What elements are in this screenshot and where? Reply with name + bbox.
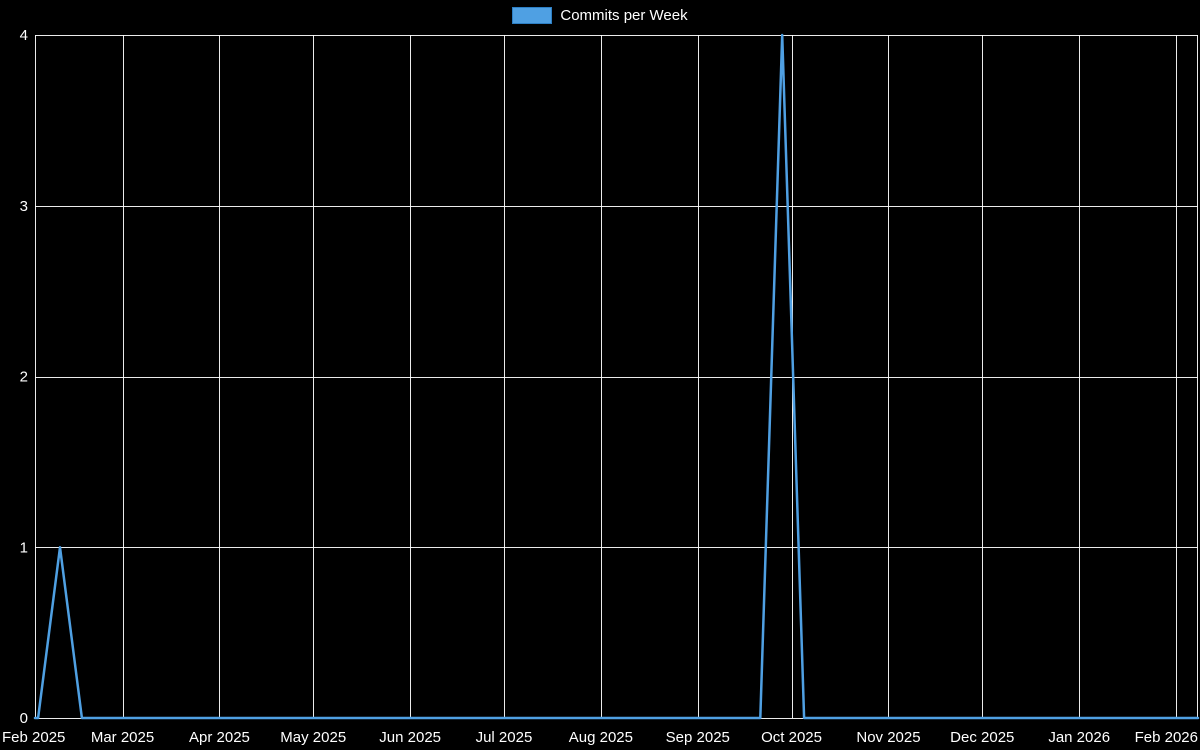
x-tick-label: May 2025 [280, 729, 346, 746]
x-tick-label: Jul 2025 [476, 729, 533, 746]
legend-item-commits-per-week[interactable]: Commits per Week [512, 7, 688, 24]
y-tick-label: 0 [20, 710, 28, 727]
x-tick-label: Feb 2025 [2, 729, 65, 746]
x-tick-label: Oct 2025 [761, 729, 822, 746]
x-tick-label: Aug 2025 [569, 729, 633, 746]
y-tick-label: 2 [20, 369, 28, 386]
legend-label: Commits per Week [560, 7, 688, 24]
series-line-commits-per-week [33, 33, 1200, 720]
x-tick-label: Mar 2025 [91, 729, 154, 746]
x-tick-label: Sep 2025 [666, 729, 730, 746]
y-tick-label: 3 [20, 198, 28, 215]
y-tick-label: 4 [20, 27, 28, 44]
x-tick-label: Dec 2025 [950, 729, 1014, 746]
x-tick-label: Jan 2026 [1048, 729, 1110, 746]
axis-labels: 0 1 2 3 4 Feb 2025 Mar 2025 Apr 2025 May 2025 Jun… [2, 27, 1198, 746]
x-tick-label: Feb 2026 [1135, 729, 1198, 746]
legend: Commits per Week [0, 7, 1200, 24]
x-tick-label: Apr 2025 [189, 729, 250, 746]
gridlines [35, 35, 1198, 719]
y-tick-label: 1 [20, 539, 28, 556]
x-tick-label: Nov 2025 [856, 729, 920, 746]
x-tick-label: Jun 2025 [379, 729, 441, 746]
legend-swatch [512, 7, 553, 24]
